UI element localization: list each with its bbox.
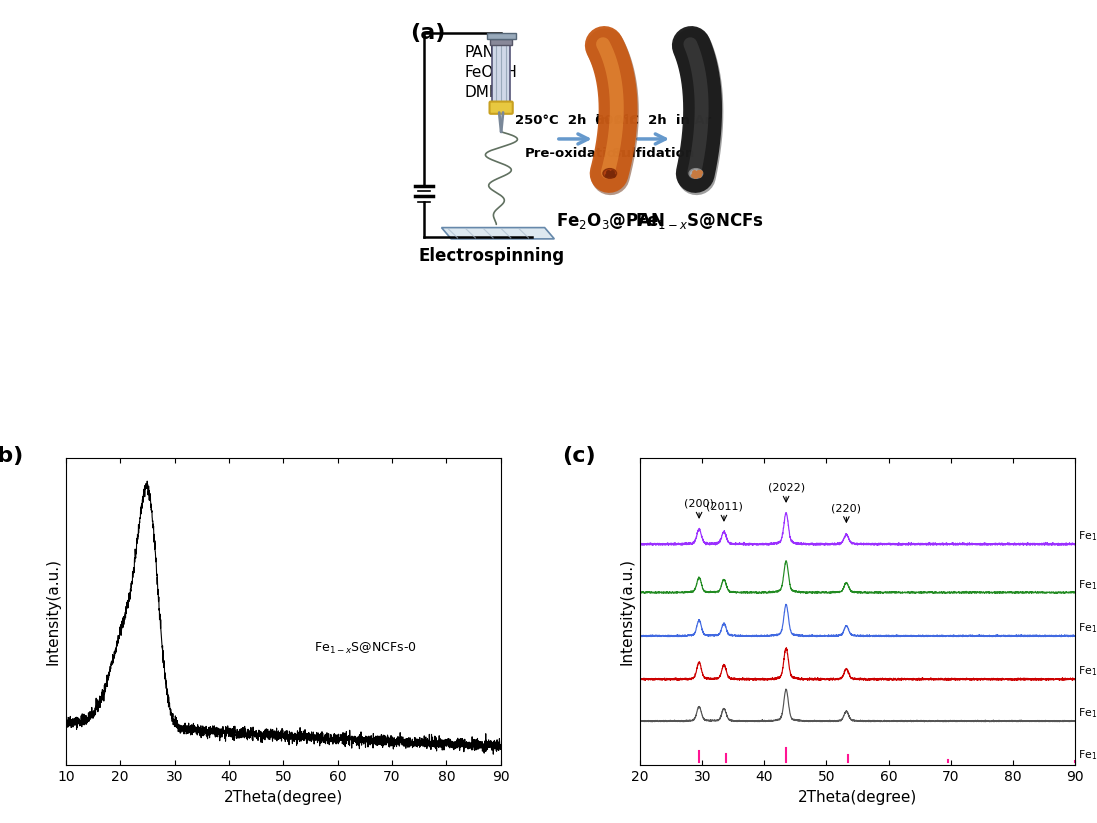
Text: Electrospinning: Electrospinning: [418, 247, 565, 265]
Text: Pre-oxidation: Pre-oxidation: [524, 147, 626, 160]
Text: 600°C  2h  in Ar: 600°C 2h in Ar: [596, 114, 712, 127]
Text: 250°C  2h  in Air: 250°C 2h in Air: [514, 114, 635, 127]
Text: (b): (b): [0, 446, 24, 466]
Text: Fe$_2$O$_3$@PAN: Fe$_2$O$_3$@PAN: [556, 212, 665, 231]
Text: (200): (200): [685, 499, 714, 509]
Text: Fe$_{1-x}$S: Fe$_{1-x}$S: [1078, 706, 1097, 720]
Ellipse shape: [689, 169, 703, 179]
Y-axis label: Intensity(a.u.): Intensity(a.u.): [45, 558, 60, 665]
Text: Fe$_{1-x}$S@NCFs-0: Fe$_{1-x}$S@NCFs-0: [314, 641, 417, 656]
X-axis label: 2Theta(degree): 2Theta(degree): [224, 790, 343, 805]
Ellipse shape: [603, 169, 617, 179]
X-axis label: 2Theta(degree): 2Theta(degree): [798, 790, 917, 805]
FancyBboxPatch shape: [490, 39, 512, 44]
Polygon shape: [441, 228, 554, 239]
Text: Fe$_{1-x}$S@NCFs-0.75: Fe$_{1-x}$S@NCFs-0.75: [1078, 529, 1097, 543]
FancyBboxPatch shape: [489, 101, 512, 114]
Text: Fe$_{1-x}$S@NCFs-0.625: Fe$_{1-x}$S@NCFs-0.625: [1078, 578, 1097, 592]
Text: (c): (c): [562, 446, 596, 466]
Text: Fe$_{1-x}$S@NCFs-0.5: Fe$_{1-x}$S@NCFs-0.5: [1078, 621, 1097, 635]
Text: (2022): (2022): [768, 483, 804, 493]
Text: (220): (220): [832, 503, 861, 513]
Text: PAN
FeOOH
DMF: PAN FeOOH DMF: [464, 45, 517, 100]
FancyBboxPatch shape: [493, 42, 510, 104]
Text: (2011): (2011): [705, 502, 743, 512]
Text: Fe$_{1-x}$S JCPDS:29-0726: Fe$_{1-x}$S JCPDS:29-0726: [1078, 748, 1097, 762]
Y-axis label: Intensity(a.u.): Intensity(a.u.): [620, 558, 634, 665]
Text: Sulfidation: Sulfidation: [612, 147, 694, 160]
Text: (a): (a): [410, 23, 445, 43]
FancyBboxPatch shape: [487, 33, 516, 39]
Text: Fe$_{1-x}$S@NCFs-0.375: Fe$_{1-x}$S@NCFs-0.375: [1078, 664, 1097, 678]
Text: Fe$_{1-x}$S@NCFs: Fe$_{1-x}$S@NCFs: [635, 212, 764, 231]
